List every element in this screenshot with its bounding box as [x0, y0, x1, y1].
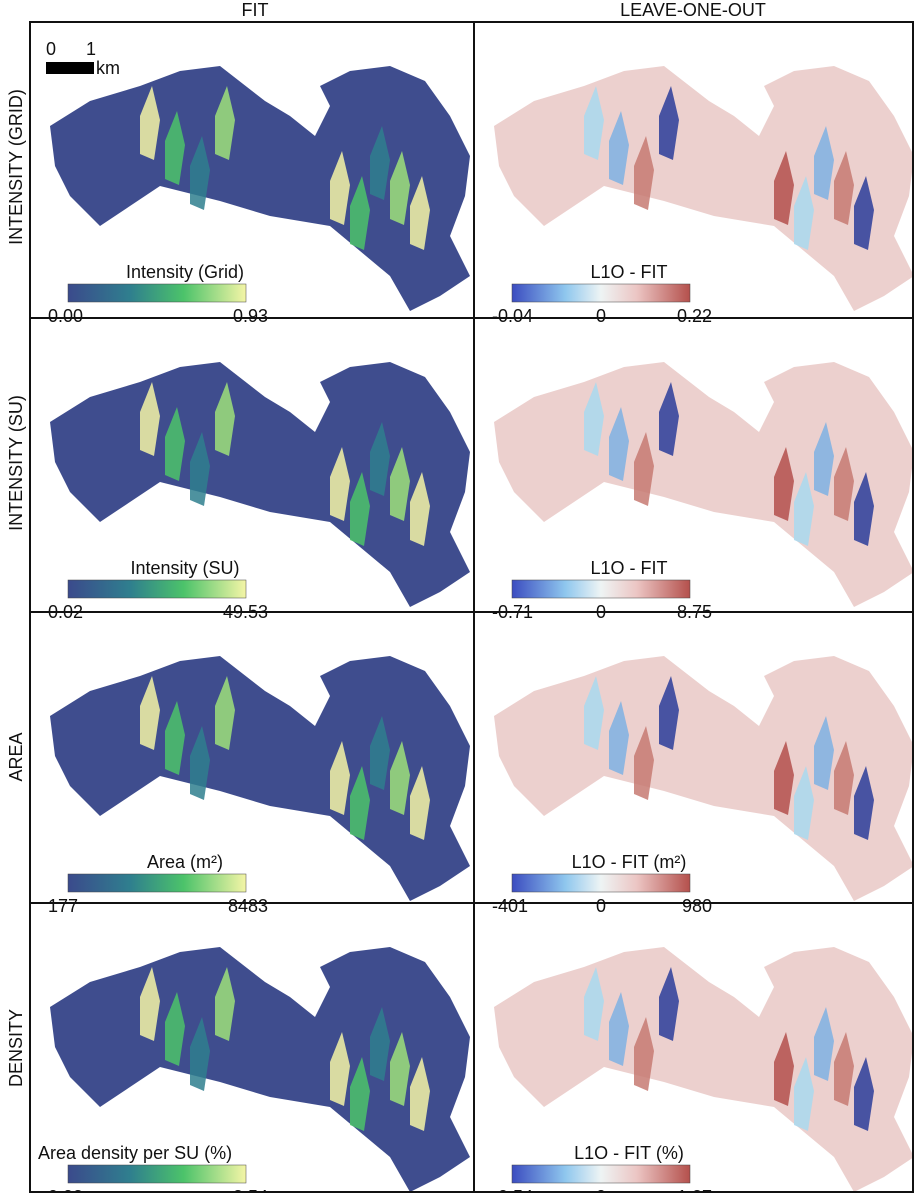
- colorbar-max: 0.22: [677, 306, 712, 326]
- column-header: LEAVE-ONE-OUT: [620, 0, 766, 20]
- colorbar: [68, 874, 246, 892]
- map-panel: Area density per SU (%)0.038.54: [38, 947, 470, 1193]
- colorbar-min: 0.00: [48, 306, 83, 326]
- colorbar: [68, 580, 246, 598]
- colorbar-title: L1O - FIT: [590, 558, 667, 578]
- colorbar-min: -401: [492, 896, 528, 916]
- colorbar: [68, 1165, 246, 1183]
- colorbar: [68, 284, 246, 302]
- colorbar-title: L1O - FIT (%): [574, 1143, 684, 1163]
- colorbar-title: Intensity (SU): [130, 558, 239, 578]
- colorbar-max: 8483: [228, 896, 268, 916]
- colorbar-max: 980: [682, 896, 712, 916]
- row-label: AREA: [6, 732, 26, 781]
- colorbar: [512, 284, 690, 302]
- colorbar-mid: 0: [596, 896, 606, 916]
- colorbar-mid: 0: [596, 306, 606, 326]
- map-panel: L1O - FIT-0.718.750: [492, 362, 914, 622]
- scale-tick: 0: [46, 39, 56, 59]
- map-panel: L1O - FIT (%)-0.541.270: [492, 947, 914, 1193]
- row-label: DENSITY: [6, 1009, 26, 1087]
- scale-unit: km: [96, 58, 120, 78]
- column-header: FIT: [242, 0, 269, 20]
- colorbar: [512, 580, 690, 598]
- map-panel: Area (m²) 177 8483: [48, 656, 470, 916]
- colorbar-title: L1O - FIT (m²): [572, 852, 687, 872]
- row-label: INTENSITY (GRID): [6, 89, 26, 245]
- map-panel: L1O - FIT (m²) -401 980 0: [492, 656, 914, 916]
- colorbar-min: 177: [48, 896, 78, 916]
- colorbar-title: Area (m²): [147, 852, 223, 872]
- colorbar-title: Intensity (Grid): [126, 262, 244, 282]
- colorbar-max: 0.93: [233, 306, 268, 326]
- scale-bar: [46, 62, 94, 74]
- colorbar-min: -0.04: [492, 306, 533, 326]
- colorbar: [512, 1165, 690, 1183]
- figure: INTENSITY (GRID) Intensity (Grid) 0.00 0.93…: [0, 0, 914, 1193]
- colorbar: [512, 874, 690, 892]
- colorbar-title: Area density per SU (%): [38, 1143, 232, 1163]
- map-panel: Intensity (Grid) 0.00 0.93: [48, 66, 470, 326]
- colorbar-title: L1O - FIT: [590, 262, 667, 282]
- map-panel: L1O - FIT -0.04 0.22 0: [492, 66, 914, 326]
- row-label: INTENSITY (SU): [6, 395, 26, 531]
- scale-tick: 1: [86, 39, 96, 59]
